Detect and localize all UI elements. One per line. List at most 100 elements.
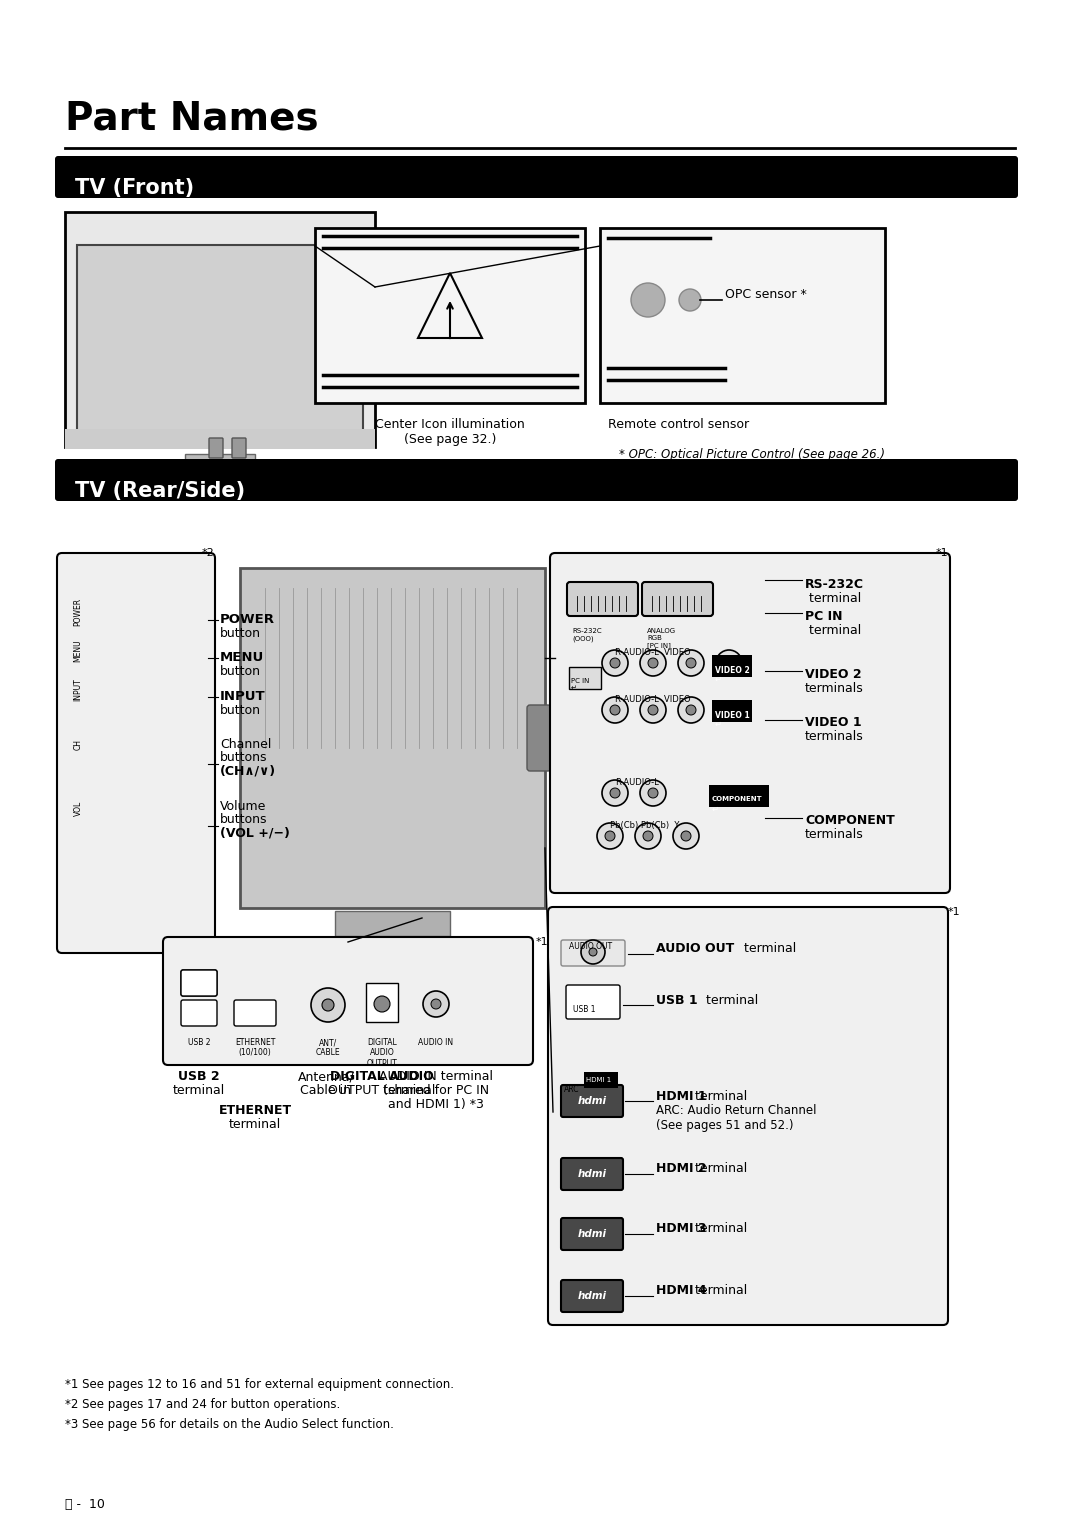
Bar	[335, 912, 450, 936]
Circle shape	[610, 658, 620, 667]
Text: (shared for PC IN: (shared for PC IN	[383, 1084, 489, 1096]
FancyBboxPatch shape	[232, 438, 246, 458]
Text: R-AUDIO-L: R-AUDIO-L	[615, 777, 659, 786]
FancyBboxPatch shape	[163, 938, 534, 1064]
Circle shape	[631, 282, 665, 318]
FancyBboxPatch shape	[55, 460, 1018, 501]
Circle shape	[716, 651, 742, 676]
Text: PC IN
↵: PC IN ↵	[571, 678, 590, 692]
Text: HDMI 3: HDMI 3	[656, 1223, 706, 1235]
FancyBboxPatch shape	[315, 228, 585, 403]
Text: Remote control sensor: Remote control sensor	[608, 418, 750, 431]
Text: terminal: terminal	[805, 592, 861, 605]
Text: USB 1: USB 1	[656, 994, 698, 1006]
Circle shape	[581, 941, 605, 964]
Text: ANT/
CABLE: ANT/ CABLE	[315, 1038, 340, 1057]
Text: ARC: ARC	[564, 1086, 580, 1093]
FancyBboxPatch shape	[181, 1000, 217, 1026]
Circle shape	[678, 651, 704, 676]
Text: buttons: buttons	[220, 751, 268, 764]
Circle shape	[610, 788, 620, 799]
Circle shape	[686, 705, 696, 715]
Circle shape	[635, 823, 661, 849]
Text: Antenna/: Antenna/	[298, 1070, 354, 1083]
Text: DIGITAL AUDIO: DIGITAL AUDIO	[330, 1070, 434, 1083]
Text: MENU: MENU	[220, 651, 265, 664]
Text: hdmi: hdmi	[578, 1229, 607, 1238]
Circle shape	[597, 823, 623, 849]
FancyBboxPatch shape	[567, 582, 638, 615]
FancyBboxPatch shape	[600, 228, 885, 403]
Text: ARC: Audio Return Channel: ARC: Audio Return Channel	[656, 1104, 816, 1118]
FancyBboxPatch shape	[561, 1157, 623, 1190]
Bar	[315, 948, 470, 960]
Circle shape	[602, 696, 627, 722]
Text: terminal: terminal	[702, 994, 758, 1006]
Bar	[65, 429, 375, 449]
Text: COMPONENT: COMPONENT	[805, 814, 894, 828]
FancyBboxPatch shape	[708, 785, 769, 806]
Text: ETHERNET
(10/100): ETHERNET (10/100)	[234, 1038, 275, 1057]
FancyBboxPatch shape	[57, 553, 215, 953]
FancyBboxPatch shape	[548, 907, 948, 1325]
Text: VIDEO 2: VIDEO 2	[805, 667, 862, 681]
Text: *1 See pages 12 to 16 and 51 for external equipment connection.: *1 See pages 12 to 16 and 51 for externa…	[65, 1377, 454, 1391]
Text: USB 1: USB 1	[573, 1005, 595, 1014]
Text: terminal: terminal	[805, 625, 861, 637]
Text: USB 2: USB 2	[188, 1038, 211, 1048]
Text: CH: CH	[73, 739, 82, 750]
Text: Volume: Volume	[220, 800, 267, 812]
Text: Center Icon illumination
(See page 32.): Center Icon illumination (See page 32.)	[375, 418, 525, 446]
Bar	[185, 454, 255, 469]
Text: terminal: terminal	[691, 1162, 747, 1176]
FancyBboxPatch shape	[712, 655, 752, 676]
Text: RS-232C
(OOO): RS-232C (OOO)	[572, 628, 602, 641]
Text: *1: *1	[536, 938, 549, 947]
Text: INPUT: INPUT	[220, 690, 266, 702]
Text: and HDMI 1) *3: and HDMI 1) *3	[388, 1098, 484, 1112]
Text: VIDEO 2: VIDEO 2	[715, 666, 750, 675]
Text: AUDIO OUT: AUDIO OUT	[656, 942, 734, 956]
FancyBboxPatch shape	[550, 553, 950, 893]
Circle shape	[602, 651, 627, 676]
Text: Cable in: Cable in	[300, 1084, 351, 1096]
Circle shape	[640, 651, 666, 676]
Text: * OPC: Optical Picture Control (See page 26.): * OPC: Optical Picture Control (See page…	[619, 447, 885, 461]
Text: HDMI 1: HDMI 1	[586, 1077, 611, 1083]
Text: ↵: ↵	[712, 805, 719, 814]
FancyBboxPatch shape	[366, 983, 399, 1022]
Text: hdmi: hdmi	[578, 1290, 607, 1301]
Circle shape	[643, 831, 653, 841]
Text: VIDEO 1: VIDEO 1	[805, 716, 862, 728]
Circle shape	[610, 705, 620, 715]
Text: terminals: terminals	[805, 683, 864, 695]
Circle shape	[311, 988, 345, 1022]
Text: HDMI 4: HDMI 4	[656, 1284, 706, 1298]
Circle shape	[602, 780, 627, 806]
Circle shape	[423, 991, 449, 1017]
Text: ↵: ↵	[715, 675, 723, 684]
Text: POWER: POWER	[220, 612, 275, 626]
Text: *3 See page 56 for details on the Audio Select function.: *3 See page 56 for details on the Audio …	[65, 1419, 394, 1431]
Circle shape	[431, 999, 441, 1009]
Text: (See pages 51 and 52.): (See pages 51 and 52.)	[656, 1119, 794, 1133]
Circle shape	[678, 696, 704, 722]
FancyBboxPatch shape	[77, 244, 363, 435]
FancyBboxPatch shape	[712, 699, 752, 722]
Circle shape	[648, 788, 658, 799]
Text: HDMI 2: HDMI 2	[656, 1162, 706, 1176]
Circle shape	[322, 999, 334, 1011]
Text: Channel: Channel	[220, 738, 271, 751]
Text: TV (Front): TV (Front)	[75, 179, 194, 199]
Circle shape	[648, 658, 658, 667]
Text: RS-232C: RS-232C	[805, 579, 864, 591]
FancyBboxPatch shape	[561, 941, 625, 967]
Text: *2: *2	[202, 548, 214, 557]
Circle shape	[673, 823, 699, 849]
Circle shape	[686, 658, 696, 667]
Text: terminal: terminal	[691, 1284, 747, 1298]
Text: TV (Rear/Side): TV (Rear/Side)	[75, 481, 245, 501]
Text: AUDIO OUT: AUDIO OUT	[569, 942, 612, 951]
FancyBboxPatch shape	[181, 970, 217, 996]
Text: Pb(Cb) Pb(Cb)  Y: Pb(Cb) Pb(Cb) Y	[610, 822, 679, 831]
